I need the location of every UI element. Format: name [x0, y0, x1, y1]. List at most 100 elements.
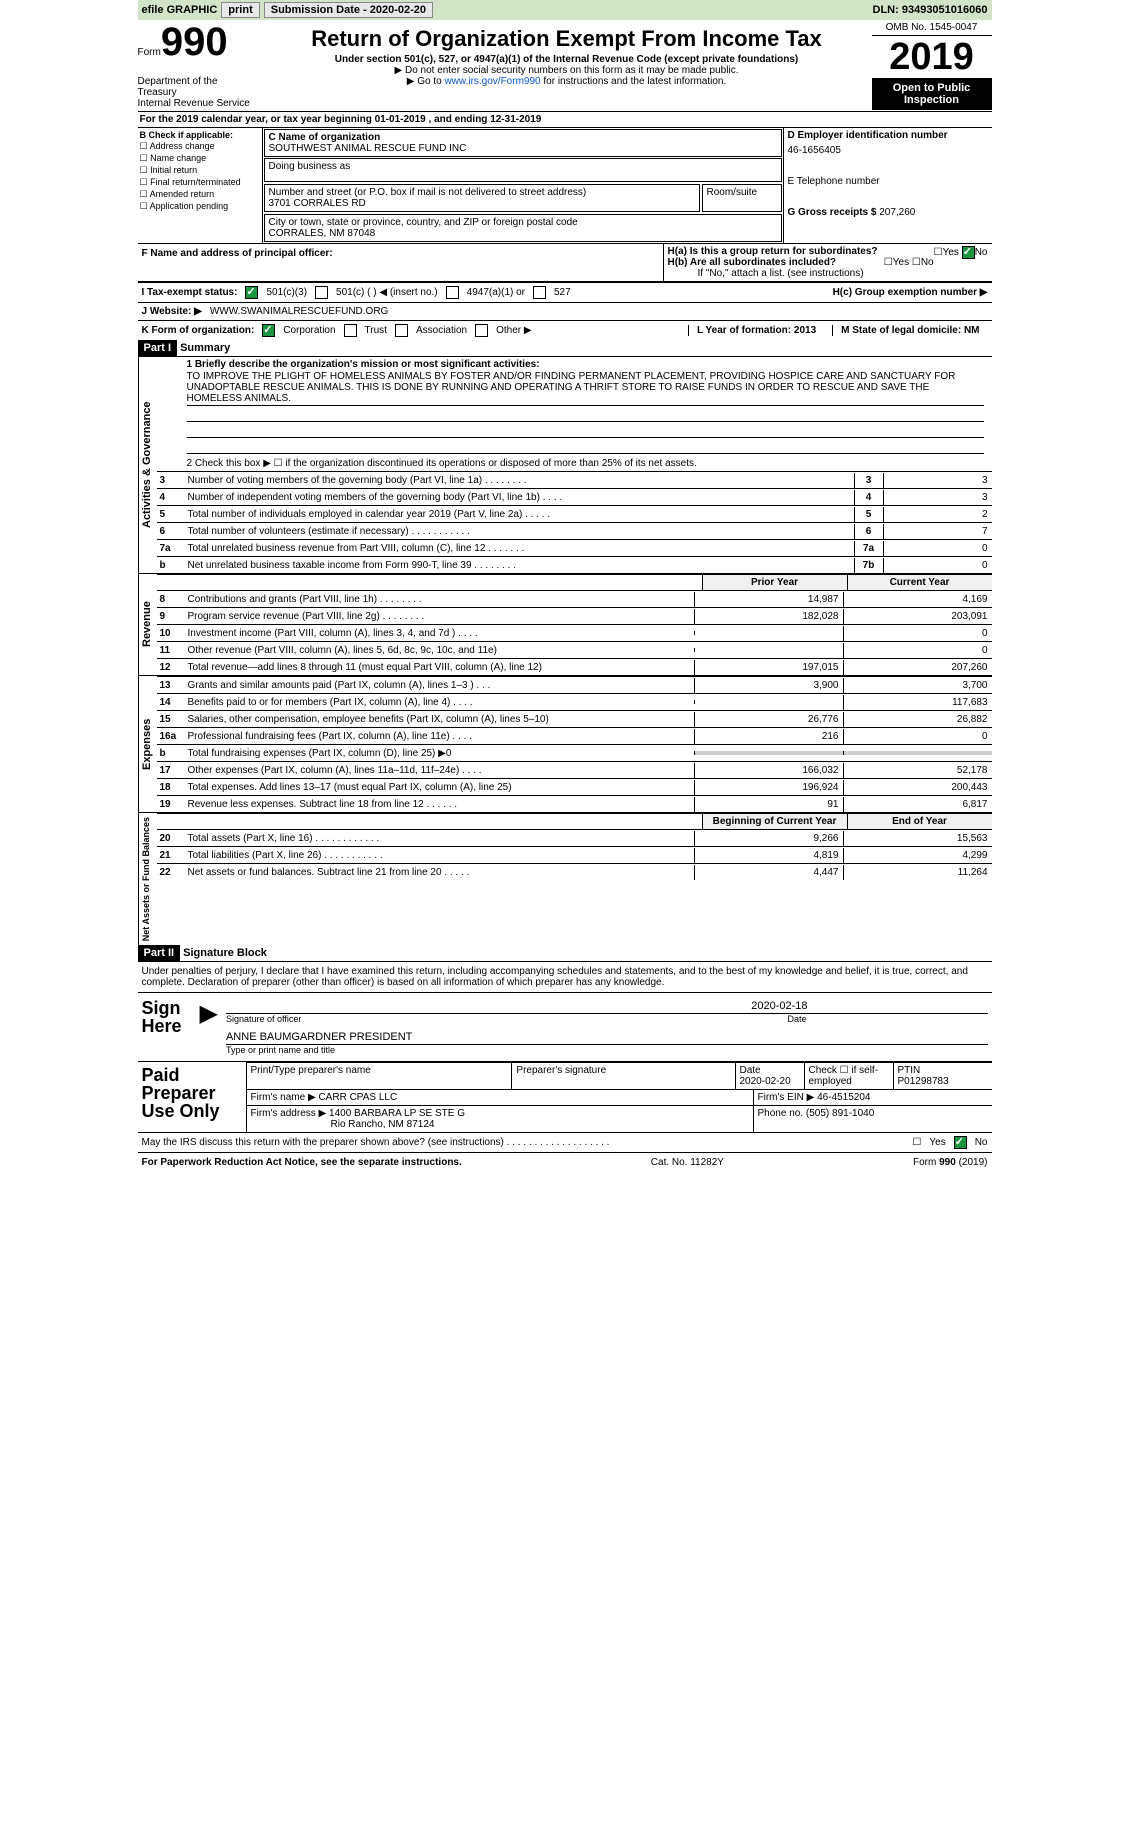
table-row: 14Benefits paid to or for members (Part …: [157, 693, 992, 710]
table-row: 22Net assets or fund balances. Subtract …: [157, 863, 992, 880]
table-row: 13Grants and similar amounts paid (Part …: [157, 676, 992, 693]
omb-number: OMB No. 1545-0047: [872, 20, 992, 36]
table-row: 7aTotal unrelated business revenue from …: [157, 539, 992, 556]
l-line: L Year of formation: 2013: [688, 325, 824, 336]
chk-trust[interactable]: [344, 324, 357, 337]
side-governance: Activities & Governance: [138, 357, 157, 573]
prep-date: 2020-02-20: [740, 1076, 791, 1087]
dba-label: Doing business as: [269, 161, 351, 172]
mission-text: TO IMPROVE THE PLIGHT OF HOMELESS ANIMAL…: [187, 370, 984, 406]
chk-address[interactable]: ☐ Address change: [140, 141, 260, 152]
officer-name: ANNE BAUMGARDNER PRESIDENT: [226, 1031, 412, 1043]
col-prior: Prior Year: [702, 575, 847, 590]
ha-no-check: [962, 246, 975, 259]
table-row: 3Number of voting members of the governi…: [157, 471, 992, 488]
prep-name-label: Print/Type preparer's name: [246, 1063, 512, 1089]
ein: 46-1656405: [788, 141, 988, 166]
side-netassets: Net Assets or Fund Balances: [138, 813, 157, 945]
discuss-q: May the IRS discuss this return with the…: [142, 1137, 610, 1148]
chk-final[interactable]: ☐ Final return/terminated: [140, 177, 260, 188]
subtitle-1: Under section 501(c), 527, or 4947(a)(1)…: [266, 54, 868, 65]
chk-amended[interactable]: ☐ Amended return: [140, 189, 260, 200]
website-label: J Website: ▶: [142, 306, 202, 317]
table-row: 9Program service revenue (Part VIII, lin…: [157, 607, 992, 624]
table-row: 8Contributions and grants (Part VIII, li…: [157, 590, 992, 607]
col-current: Current Year: [847, 575, 992, 590]
cat-no: Cat. No. 11282Y: [651, 1157, 724, 1168]
chk-initial[interactable]: ☐ Initial return: [140, 165, 260, 176]
gross-val: 207,260: [879, 207, 915, 218]
chk-corp[interactable]: [262, 324, 275, 337]
side-expenses: Expenses: [138, 676, 157, 812]
chk-501c[interactable]: [315, 286, 328, 299]
top-toolbar: efile GRAPHIC print Submission Date - 20…: [138, 0, 992, 20]
chk-527[interactable]: [533, 286, 546, 299]
tax-status-label: I Tax-exempt status:: [142, 287, 238, 298]
part1-title: Summary: [180, 342, 230, 354]
part2-title: Signature Block: [183, 947, 267, 959]
chk-pending[interactable]: ☐ Application pending: [140, 201, 260, 212]
chk-name[interactable]: ☐ Name change: [140, 153, 260, 164]
table-row: 20Total assets (Part X, line 16) . . . .…: [157, 829, 992, 846]
pra-notice: For Paperwork Reduction Act Notice, see …: [142, 1157, 462, 1168]
table-row: bNet unrelated business taxable income f…: [157, 556, 992, 573]
room-label: Room/suite: [707, 187, 758, 198]
addr: 3701 CORRALES RD: [269, 198, 695, 209]
sign-here: Sign Here: [142, 999, 192, 1035]
k-label: K Form of organization:: [142, 325, 255, 336]
sig-date-val: 2020-02-18: [751, 1000, 987, 1012]
subtitle-2: ▶ Do not enter social security numbers o…: [266, 65, 868, 76]
table-row: 18Total expenses. Add lines 13–17 (must …: [157, 778, 992, 795]
table-row: 17Other expenses (Part IX, column (A), l…: [157, 761, 992, 778]
discuss-no: [954, 1136, 967, 1149]
box-b-title: B Check if applicable:: [140, 130, 260, 140]
paid-preparer: Paid Preparer Use Only: [138, 1062, 246, 1132]
city: CORRALES, NM 87048: [269, 228, 777, 239]
table-row: 16aProfessional fundraising fees (Part I…: [157, 727, 992, 744]
table-row: 6Total number of volunteers (estimate if…: [157, 522, 992, 539]
m-line: M State of legal domicile: NM: [832, 325, 987, 336]
firm-ein: 46-4515204: [817, 1092, 870, 1103]
table-row: 19Revenue less expenses. Subtract line 1…: [157, 795, 992, 812]
col-end: End of Year: [847, 814, 992, 829]
prep-sig-label: Preparer's signature: [511, 1063, 734, 1089]
declaration: Under penalties of perjury, I declare th…: [138, 961, 992, 992]
chk-4947[interactable]: [446, 286, 459, 299]
table-row: 5Total number of individuals employed in…: [157, 505, 992, 522]
h-b-note: If "No," attach a list. (see instruction…: [668, 268, 988, 279]
check-self[interactable]: Check ☐ if self-employed: [804, 1063, 893, 1089]
tax-period: For the 2019 calendar year, or tax year …: [138, 112, 992, 128]
city-label: City or town, state or province, country…: [269, 217, 777, 228]
form-footer: Form 990 (2019): [913, 1157, 988, 1168]
side-revenue: Revenue: [138, 574, 157, 675]
table-row: 21Total liabilities (Part X, line 26) . …: [157, 846, 992, 863]
org-name-label: C Name of organization: [269, 132, 777, 143]
chk-501c3[interactable]: [245, 286, 258, 299]
firm-name: CARR CPAS LLC: [318, 1092, 397, 1103]
h-a: H(a) Is this a group return for subordin…: [668, 246, 988, 257]
table-row: 15Salaries, other compensation, employee…: [157, 710, 992, 727]
sig-officer-label: Signature of officer: [226, 1014, 788, 1024]
date-label: Date: [788, 1014, 988, 1024]
part2-hdr: Part II: [138, 945, 181, 961]
org-name: SOUTHWEST ANIMAL RESCUE FUND INC: [269, 143, 777, 154]
open-inspection: Open to Public Inspection: [872, 78, 992, 110]
tax-year: 2019: [872, 36, 992, 78]
dln-label: DLN: 93493051016060: [873, 4, 988, 16]
gross-label: G Gross receipts $: [788, 207, 877, 218]
table-row: 10Investment income (Part VIII, column (…: [157, 624, 992, 641]
tel-label: E Telephone number: [788, 166, 988, 197]
firm-addr: 1400 BARBARA LP SE STE G: [329, 1108, 465, 1119]
table-row: 4Number of independent voting members of…: [157, 488, 992, 505]
table-row: 12Total revenue—add lines 8 through 11 (…: [157, 658, 992, 675]
irs-link[interactable]: www.irs.gov/Form990: [444, 76, 540, 87]
chk-other[interactable]: [475, 324, 488, 337]
table-row: bTotal fundraising expenses (Part IX, co…: [157, 744, 992, 761]
dept-treasury: Department of the Treasury Internal Reve…: [138, 74, 258, 111]
form-number: 990: [161, 20, 228, 64]
table-row: 11Other revenue (Part VIII, column (A), …: [157, 641, 992, 658]
efile-label: efile GRAPHIC: [142, 4, 218, 16]
print-button[interactable]: print: [221, 2, 259, 18]
subtitle-3: ▶ Go to www.irs.gov/Form990 for instruct…: [266, 76, 868, 87]
chk-assoc[interactable]: [395, 324, 408, 337]
